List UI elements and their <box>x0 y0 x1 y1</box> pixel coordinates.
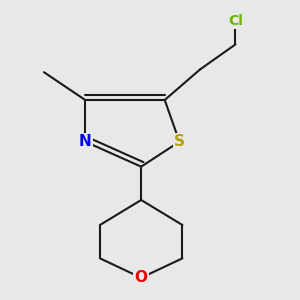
Text: S: S <box>174 134 185 149</box>
Text: N: N <box>79 134 92 149</box>
Text: O: O <box>135 270 148 285</box>
Text: Cl: Cl <box>228 14 243 28</box>
